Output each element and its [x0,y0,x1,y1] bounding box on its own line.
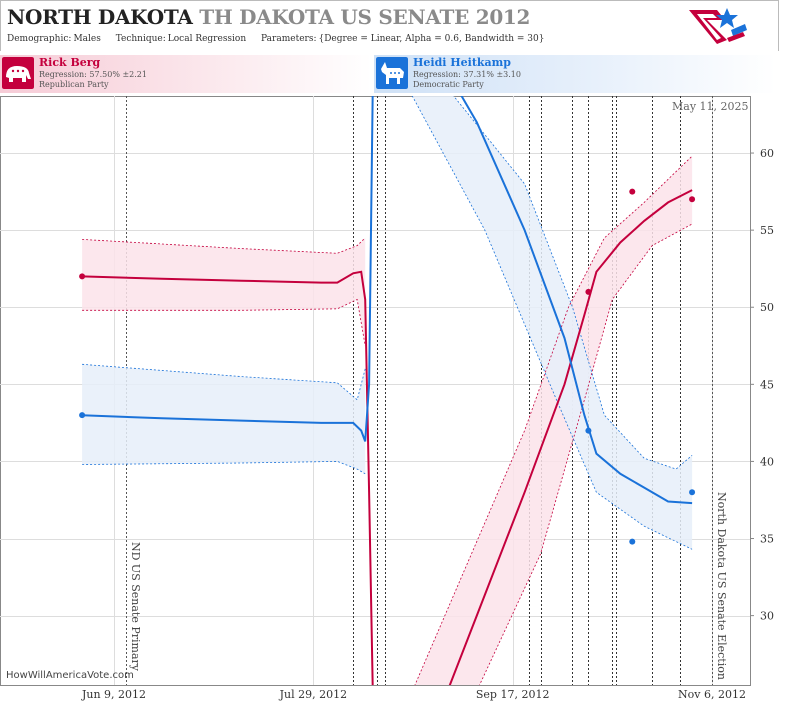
confidence-bound-berg [82,298,366,346]
technique-value: Local Regression [167,34,247,44]
date-stamp: May 11, 2025 [672,100,749,113]
confidence-band-heitkamp [82,364,366,474]
confidence-band-berg [82,237,366,346]
confidence-bound-berg [82,237,366,254]
candidate-name-berg: Rick Berg [39,56,101,69]
x-tick-label: Nov 6, 2012 [678,688,746,701]
regression-line-late-heitkamp [460,96,693,505]
parameters-label: Parameters: [261,34,317,44]
elephant-icon [2,57,34,89]
x-tick-label: Sep 17, 2012 [476,688,550,701]
y-tick-label: 40 [760,455,774,468]
confidence-bound-heitkamp [82,363,366,401]
candidate-regression-heitkamp: Regression: 37.31% ±3.10 [413,70,521,79]
confidence-band-late-heitkamp [412,96,693,550]
parameters-value: {Degree = Linear, Alpha = 0.6, Bandwidth… [318,34,545,44]
donkey-icon [376,57,408,89]
title-race: TH DAKOTA US SENATE 2012 [199,5,531,29]
confidence-bound-berg [479,223,693,685]
confidence-band-late-berg [414,156,693,685]
x-tick-label: Jun 9, 2012 [81,688,146,701]
poll-point-heitkamp [585,427,592,434]
candidate-legend: Rick Berg Regression: 57.50% ±2.21 Repub… [0,55,789,93]
parameters-line: Demographic: Males Technique: Local Regres… [7,34,556,44]
poll-point-heitkamp [79,412,86,419]
event-annotation-label: ND US Senate Primary [129,542,142,672]
title-state: NORTH DAKOTA [7,5,193,29]
y-tick-label: 30 [760,610,774,623]
x-tick-label: Jul 29, 2012 [279,688,348,701]
confidence-bound-heitkamp [411,96,693,550]
regression-line-heitkamp [82,96,374,442]
candidate-regression-berg: Regression: 57.50% ±2.21 [39,70,147,79]
demographic-label: Demographic: [7,34,72,44]
poll-point-berg [79,273,86,280]
y-tick-label: 35 [760,533,774,546]
y-tick-label: 60 [760,147,774,160]
demographic-value: Males [73,34,101,44]
chart-title: NORTH DAKOTA TH DAKOTA US SENATE 2012 [7,5,530,29]
candidate-party-heitkamp: Democratic Party [413,80,484,89]
y-tick-label: 55 [760,224,774,237]
poll-point-berg [585,288,592,295]
event-annotation-label: North Dakota US Senate Election [715,492,728,680]
poll-point-berg [629,188,636,195]
technique-label: Technique: [115,34,166,44]
poll-point-berg [689,196,696,203]
regression-line-berg [82,270,374,685]
y-tick-label: 45 [760,378,774,391]
source-credit: HowWillAmericaVote.com [6,670,134,681]
site-logo [689,8,747,44]
chart-header: NORTH DAKOTA TH DAKOTA US SENATE 2012 De… [0,0,779,51]
legend-item-republican: Rick Berg Regression: 57.50% ±2.21 Repub… [0,55,372,93]
poll-point-heitkamp [689,489,696,496]
confidence-bound-berg [414,155,693,685]
plot-layer [0,96,750,685]
candidate-party-berg: Republican Party [39,80,109,89]
y-tick-label: 50 [760,301,774,314]
candidate-name-heitkamp: Heidi Heitkamp [413,56,512,69]
legend-item-democratic: Heidi Heitkamp Regression: 37.31% ±3.10 … [374,55,776,93]
poll-point-heitkamp [629,538,636,545]
